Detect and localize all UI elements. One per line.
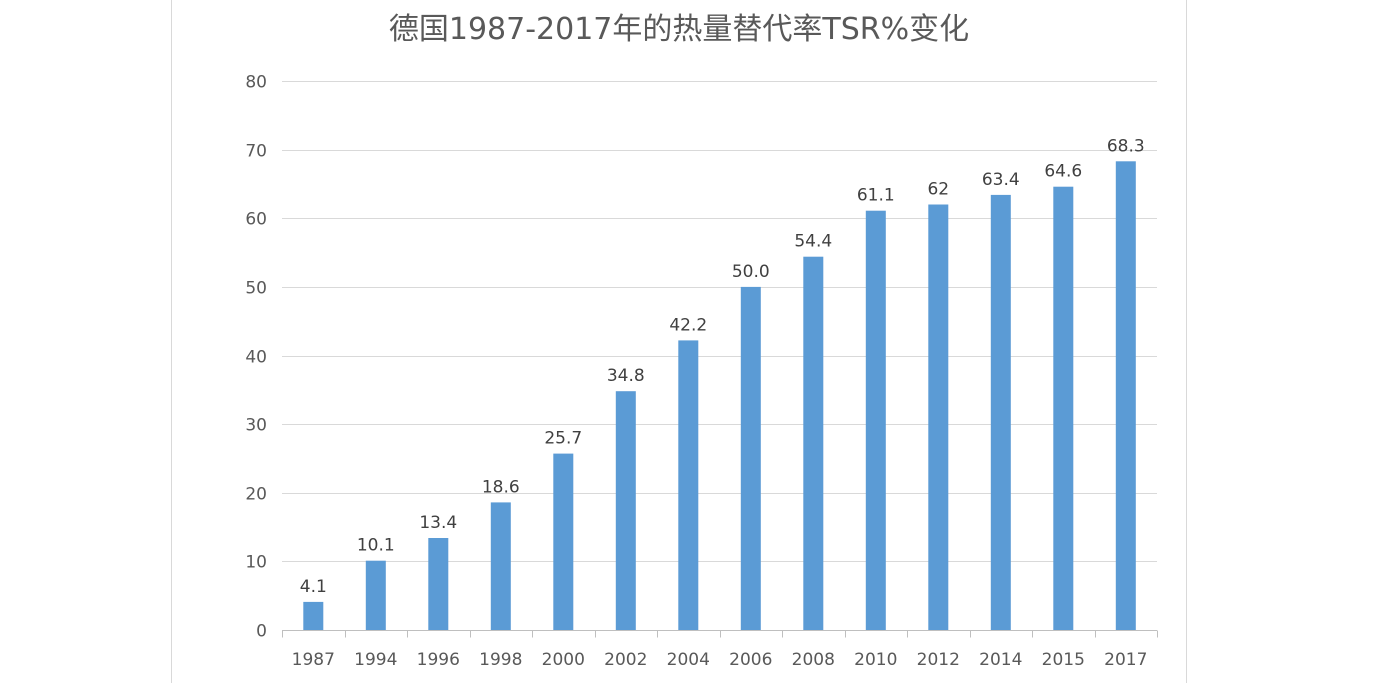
x-tick-label: 2012	[917, 650, 960, 670]
bar-2006	[740, 286, 761, 630]
data-label-2000: 25.7	[544, 429, 582, 449]
data-label-2006: 50.0	[732, 262, 770, 282]
x-axis-ticks: 1987 1994 1996 1998 2000 2002 2004 2006 2008 2010…	[282, 630, 1158, 670]
chart-title: 德国1987-2017年的热量替代率TSR%变化	[388, 12, 970, 47]
x-tick-label: 1998	[479, 650, 522, 670]
bar-1987	[303, 601, 324, 630]
data-label-2002: 34.8	[607, 366, 645, 386]
y-tick-label: 20	[245, 485, 267, 505]
bar-2010	[865, 210, 886, 630]
y-tick-label: 60	[245, 210, 267, 230]
chart-frame-right-border	[1186, 0, 1187, 683]
data-label-1987: 4.1	[300, 577, 327, 597]
data-label-1998: 18.6	[482, 477, 520, 497]
data-labels: 4.1 10.1 13.4 18.6 25.7 34.8 42.2 50.0 54.4 61.1 6…	[300, 136, 1145, 597]
y-tick-label: 50	[245, 279, 267, 299]
data-label-2004: 42.2	[669, 315, 707, 335]
x-tick-label: 2000	[542, 650, 585, 670]
x-tick-label: 2017	[1104, 650, 1147, 670]
y-tick-label: 80	[245, 73, 267, 93]
x-tick-label: 2006	[729, 650, 772, 670]
data-label-1994: 10.1	[357, 536, 395, 556]
x-tick-label: 2008	[792, 650, 835, 670]
x-tick-label: 2015	[1042, 650, 1085, 670]
x-tick-label: 2004	[667, 650, 710, 670]
data-label-2012: 62	[927, 180, 949, 200]
x-tick-label: 2014	[979, 650, 1022, 670]
bar-2008	[803, 256, 824, 630]
data-label-2014: 63.4	[982, 170, 1020, 190]
bar-1996	[428, 538, 449, 630]
bars	[303, 161, 1136, 631]
y-tick-label: 70	[245, 142, 267, 162]
y-tick-label: 0	[256, 622, 267, 642]
chart-frame-left-border	[171, 0, 172, 683]
gridlines	[282, 81, 1157, 562]
data-label-1996: 13.4	[419, 513, 457, 533]
data-label-2017: 68.3	[1107, 136, 1145, 156]
data-label-2008: 54.4	[794, 232, 832, 252]
data-label-2015: 64.6	[1044, 162, 1082, 182]
y-tick-label: 30	[245, 416, 267, 436]
bar-2002	[615, 391, 636, 630]
bar-2012	[928, 204, 949, 630]
data-label-2010: 61.1	[857, 186, 895, 206]
x-tick-label: 1987	[292, 650, 335, 670]
y-tick-label: 10	[245, 553, 267, 573]
bar-2015	[1053, 186, 1074, 630]
x-tick-label: 1994	[354, 650, 397, 670]
x-tick-label: 2010	[854, 650, 897, 670]
bar-1998	[490, 502, 511, 630]
bar-1994	[365, 560, 386, 630]
bar-2004	[678, 340, 699, 630]
bar-2014	[990, 194, 1011, 630]
x-tick-label: 1996	[417, 650, 460, 670]
y-tick-label: 40	[245, 348, 267, 368]
y-axis-ticks: 0 10 20 30 40 50 60 70 80	[245, 73, 267, 642]
bar-2017	[1115, 161, 1136, 631]
x-tick-label: 2002	[604, 650, 647, 670]
bar-2000	[553, 453, 574, 630]
